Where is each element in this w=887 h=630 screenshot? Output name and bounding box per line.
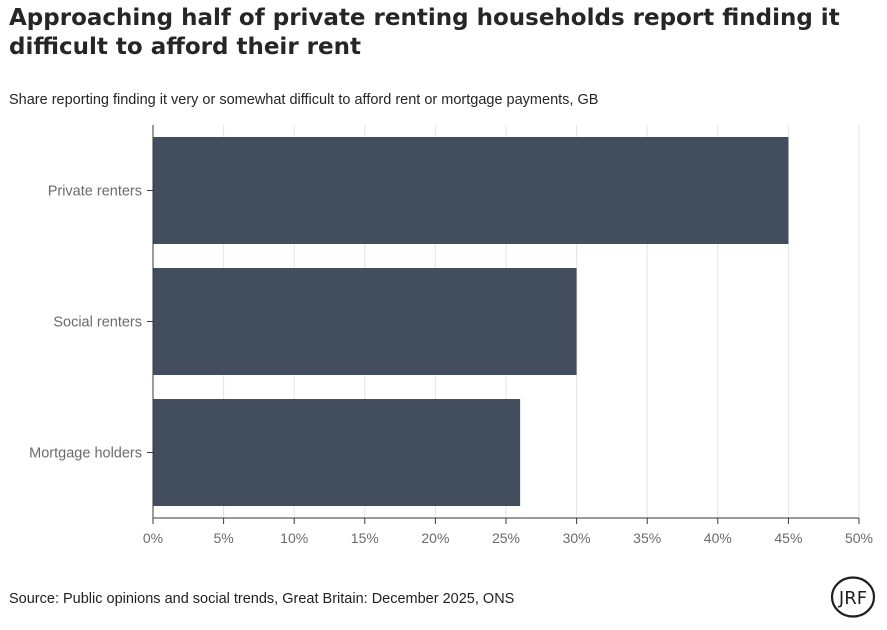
x-tick-label: 0%: [143, 530, 163, 546]
chart-title: Approaching half of private renting hous…: [9, 5, 840, 60]
x-axis-ticks: 0% 5% 10% 15% 20% 25% 30% 35% 40% 45% 50%: [143, 518, 873, 546]
category-label: Social renters: [53, 315, 142, 331]
jrf-logo-text: JRF: [838, 588, 867, 609]
x-tick-label: 25%: [492, 530, 520, 546]
x-tick-label: 30%: [563, 530, 591, 546]
category-label: Mortgage holders: [29, 446, 142, 462]
bar: [153, 268, 577, 375]
jrf-logo: JRF: [830, 576, 876, 618]
y-axis-categories: Private renters Social renters Mortgage ho…: [29, 184, 153, 462]
x-tick-label: 20%: [421, 530, 449, 546]
x-tick-label: 15%: [351, 530, 379, 546]
category-label: Private renters: [48, 184, 142, 200]
x-tick-label: 35%: [633, 530, 661, 546]
x-tick-label: 45%: [774, 530, 802, 546]
bars: [153, 137, 789, 506]
x-tick-label: 50%: [845, 530, 873, 546]
bar: [153, 137, 789, 244]
source-note: Source: Public opinions and social trend…: [9, 591, 515, 607]
x-tick-label: 10%: [280, 530, 308, 546]
x-tick-label: 5%: [213, 530, 233, 546]
bar: [153, 399, 521, 506]
chart-subtitle: Share reporting finding it very or somew…: [9, 92, 599, 108]
x-tick-label: 40%: [704, 530, 732, 546]
bar-chart: 0% 5% 10% 15% 20% 25% 30% 35% 40% 45% 50% Private …: [29, 125, 873, 546]
